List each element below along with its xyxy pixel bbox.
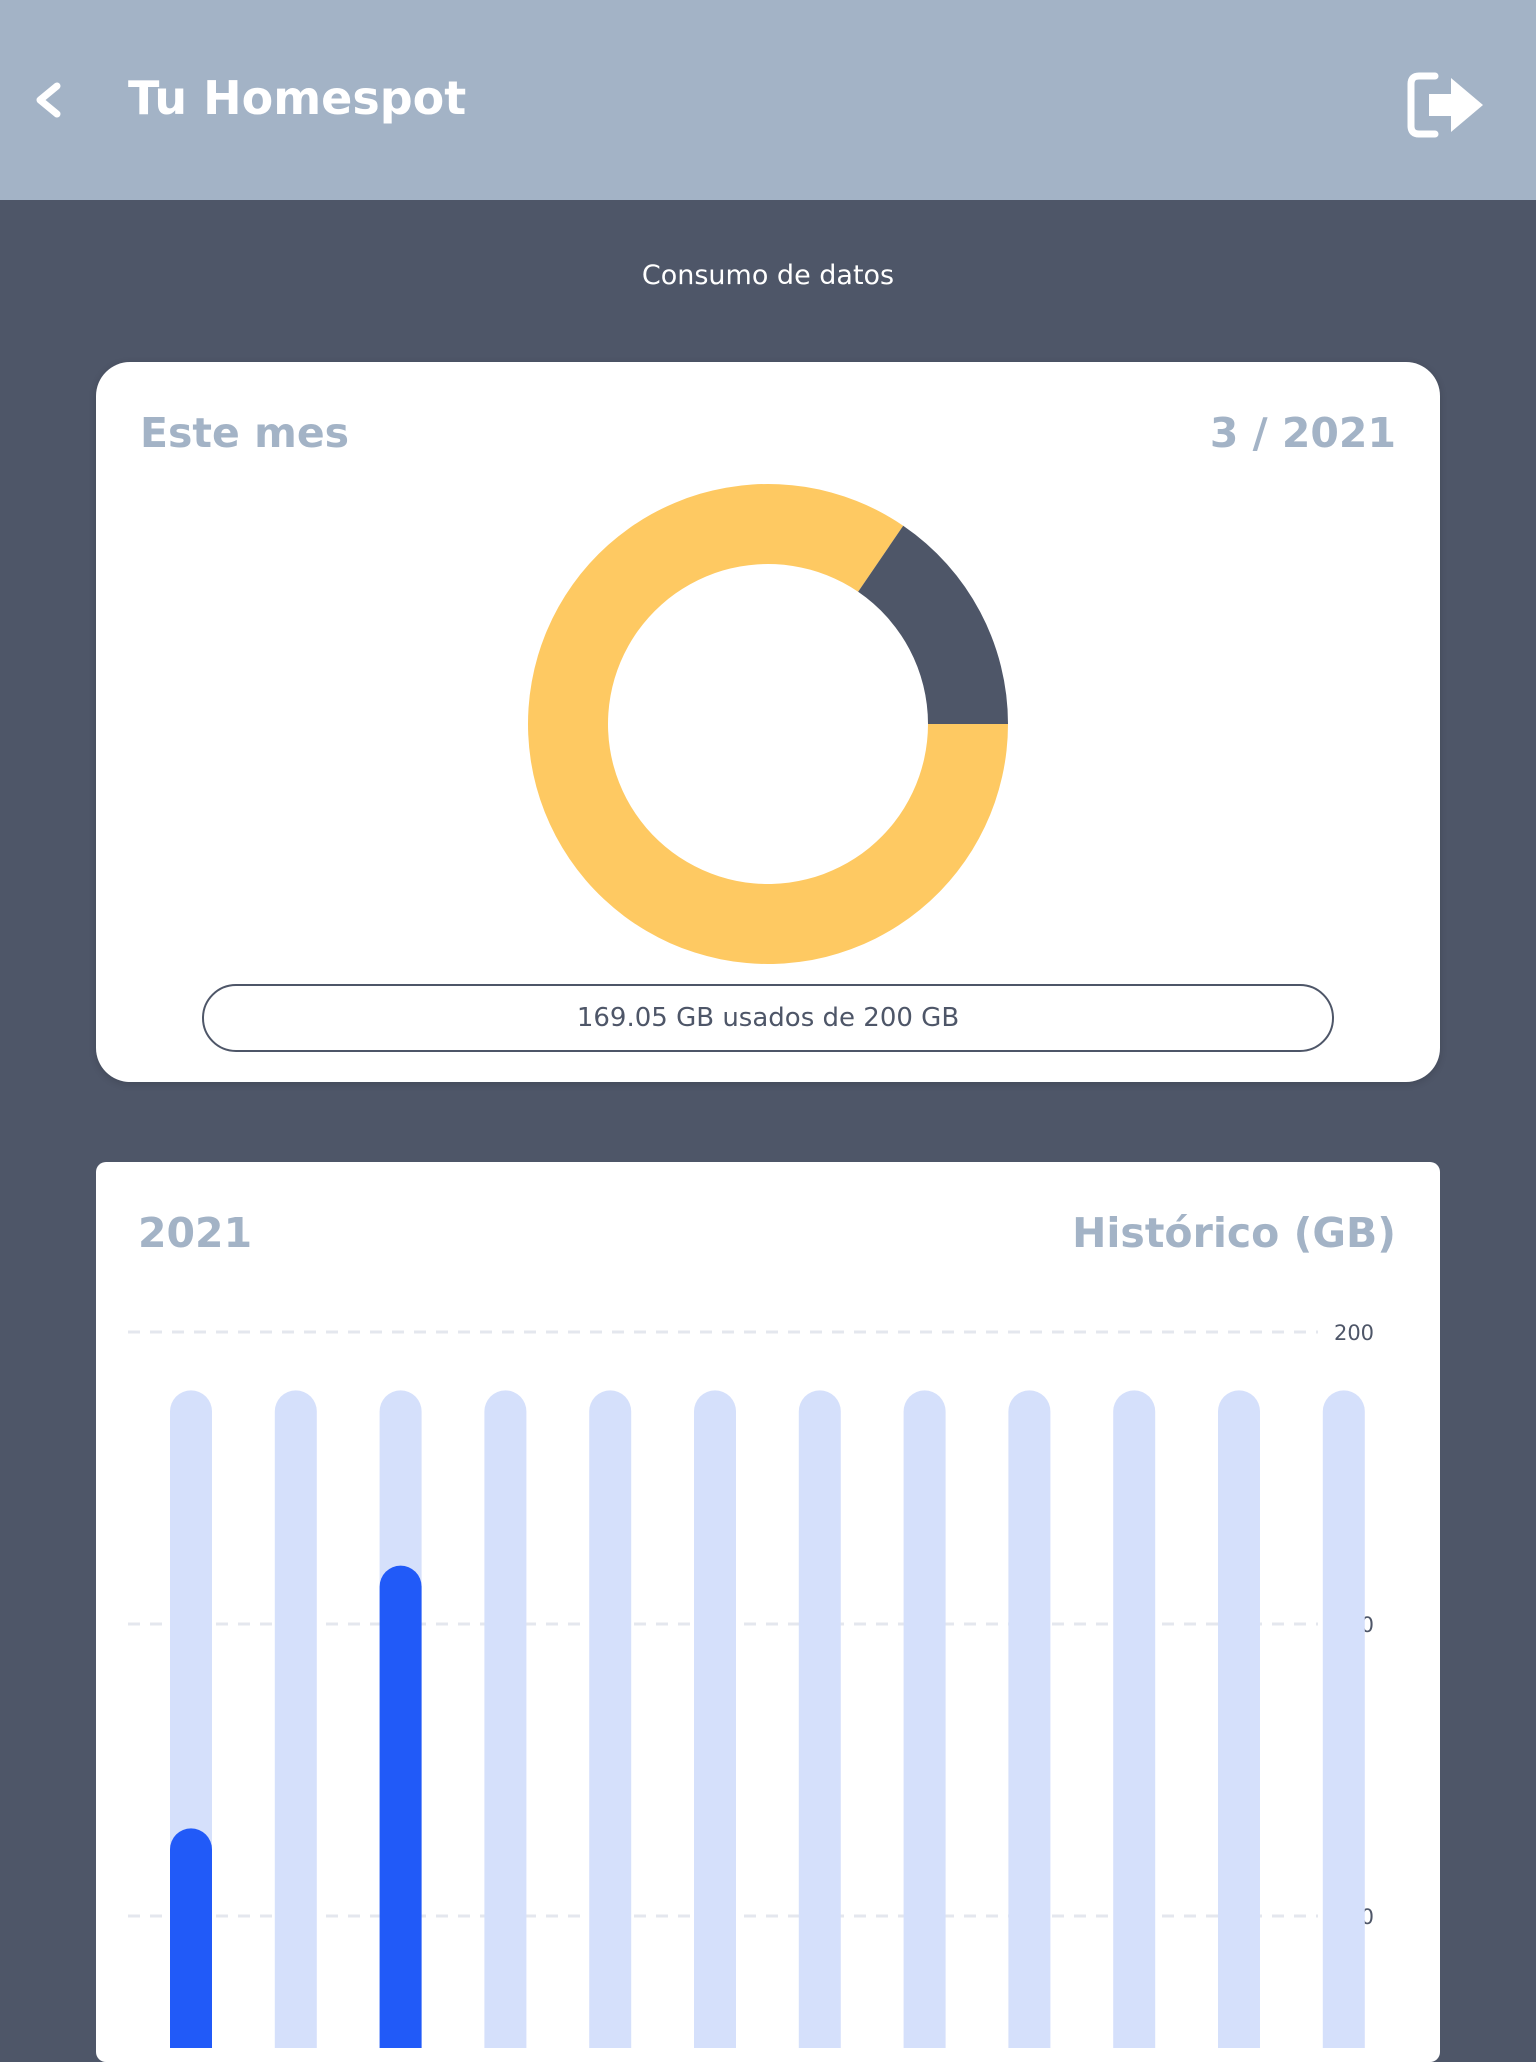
app-header: Tu Homespot [0, 0, 1536, 200]
history-year: 2021 [138, 1209, 253, 1257]
bar-track [694, 1390, 736, 2048]
usage-summary: 169.05 GB usados de 200 GB [202, 984, 1334, 1052]
donut-slice-remaining [858, 525, 1008, 724]
history-card [96, 1162, 1440, 2062]
bar-track [589, 1390, 632, 2048]
bar-track [484, 1390, 527, 2048]
bar-track [1322, 1390, 1365, 2048]
logout-button[interactable] [1405, 70, 1487, 140]
history-bar-chart: 200150100 [128, 1321, 1374, 2048]
bar-track [274, 1390, 317, 2048]
bar-track [903, 1390, 946, 2048]
card-label-this-month: Este mes [140, 409, 350, 457]
page-title: Tu Homespot [128, 71, 467, 125]
section-title: Consumo de datos [641, 260, 895, 291]
bar-value[interactable] [379, 1565, 422, 2048]
card-period: 3 / 2021 [1209, 409, 1396, 457]
history-title: Histórico (GB) [1072, 1209, 1396, 1257]
bar-track [798, 1390, 841, 2048]
bar-track [1008, 1390, 1051, 2048]
bar-track [1218, 1390, 1260, 2048]
y-tick-label: 200 [1334, 1321, 1374, 1345]
sign-out-icon [1407, 72, 1483, 138]
bar-value[interactable] [170, 1828, 212, 2048]
back-button[interactable] [26, 70, 74, 130]
usage-donut-chart [528, 484, 1008, 964]
chevron-left-icon [36, 82, 61, 118]
bar-track [1113, 1390, 1156, 2048]
donut-slice-used [528, 484, 1008, 964]
